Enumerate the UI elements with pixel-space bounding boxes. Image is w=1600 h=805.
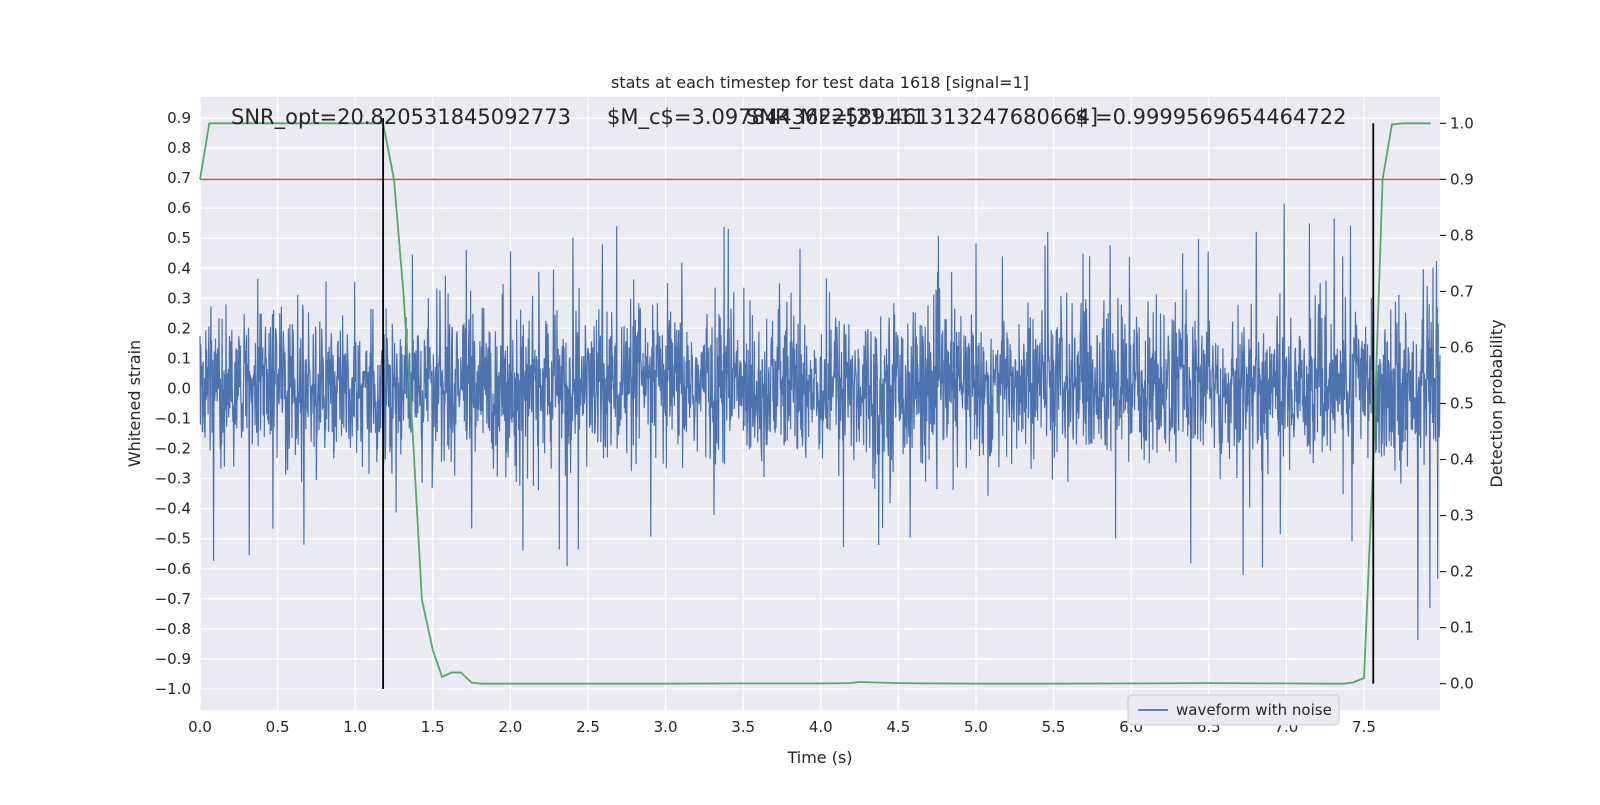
y-left-tick-label: 0.3 (167, 289, 191, 307)
x-tick-label: 4.5 (886, 718, 910, 736)
x-tick-label: 5.0 (964, 718, 988, 736)
y-left-tick-label: −1.0 (155, 680, 191, 698)
y-left-tick-label: 0.4 (167, 259, 191, 277)
chart-title: stats at each timestep for test data 161… (611, 73, 1029, 92)
x-tick-label: 3.5 (731, 718, 755, 736)
x-tick-label: 5.5 (1042, 718, 1066, 736)
y-right-tick-label: 0.5 (1450, 395, 1474, 413)
grid (199, 97, 1440, 710)
stat-annotation: $ =0.9999569654464722 (1075, 105, 1346, 129)
y-left-tick-label: −0.8 (155, 620, 191, 638)
x-tick-label: 4.0 (809, 718, 833, 736)
y-left-tick-label: 0.9 (167, 109, 191, 127)
y-left-tick-label: −0.6 (155, 560, 191, 578)
stat-annotation: SNR_MF=[21.461313247680664] (746, 105, 1098, 130)
x-tick-label: 1.0 (343, 718, 367, 736)
y-right-tick-label: 0.3 (1450, 507, 1474, 525)
y-right-tick-label: 0.2 (1450, 563, 1474, 581)
x-tick-label: 0.0 (188, 718, 212, 736)
y-right-tick-label: 0.7 (1450, 282, 1474, 300)
y-left-tick-label: −0.5 (155, 530, 191, 548)
y-left-tick-label: 0.2 (167, 319, 191, 337)
annotations: SNR_opt=20.820531845092773 $M_c$=3.097844… (231, 105, 1346, 130)
x-tick-label: 0.5 (266, 718, 290, 736)
x-axis-title: Time (s) (786, 748, 852, 767)
y-right-tick-label: 0.0 (1450, 675, 1474, 693)
y-left-tick-label: −0.9 (155, 650, 191, 668)
axes: 0.0 0.5 1.0 1.5 2.0 2.5 3.0 3.5 4.0 4.5 5.0 5.5 6.0 6… (125, 73, 1506, 767)
y-left-tick-label: 0.5 (167, 229, 191, 247)
y-right-tick-label: 0.9 (1450, 170, 1474, 188)
y-left-tick-label: 0.0 (167, 379, 191, 397)
x-tick-label: 2.5 (576, 718, 600, 736)
y-left-tick-label: −0.3 (155, 470, 191, 488)
x-tick-label: 7.5 (1352, 718, 1376, 736)
x-tick-label: 2.0 (498, 718, 522, 736)
stat-annotation: $M_c$=3.0978443622589111 (607, 105, 925, 130)
y-left-tick-label: −0.1 (155, 410, 191, 428)
y-left-tick-label: 0.6 (167, 199, 191, 217)
y-left-tick-label: 0.1 (167, 349, 191, 367)
legend-label: waveform with noise (1176, 701, 1332, 719)
y-right-tick-label: 0.8 (1450, 226, 1474, 244)
y-left-axis-title: Whitened strain (125, 340, 144, 467)
legend-box (1127, 694, 1340, 726)
y-right-axis-title: Detection probability (1487, 319, 1506, 487)
y-left-tick-label: 0.7 (167, 169, 191, 187)
y-left-tick-label: −0.2 (155, 440, 191, 458)
x-tick-label: 1.5 (421, 718, 445, 736)
waveform-series (199, 203, 1441, 641)
y-right-tick-label: 0.4 (1450, 451, 1474, 469)
stat-annotation: SNR_opt=20.820531845092773 (231, 105, 571, 130)
y-right-tick-label: 1.0 (1450, 114, 1474, 132)
y-right-tick-label: 0.6 (1450, 338, 1474, 356)
detection-probability-line (199, 122, 1431, 685)
y-left-tick-label: −0.7 (155, 590, 191, 608)
y-left-tick-label: 0.8 (167, 139, 191, 157)
y-left-tick-label: −0.4 (155, 500, 191, 518)
x-tick-label: 3.0 (654, 718, 678, 736)
y-right-tick-label: 0.1 (1450, 619, 1474, 637)
overlay-lines (199, 118, 1440, 689)
waveform-line (199, 203, 1441, 641)
